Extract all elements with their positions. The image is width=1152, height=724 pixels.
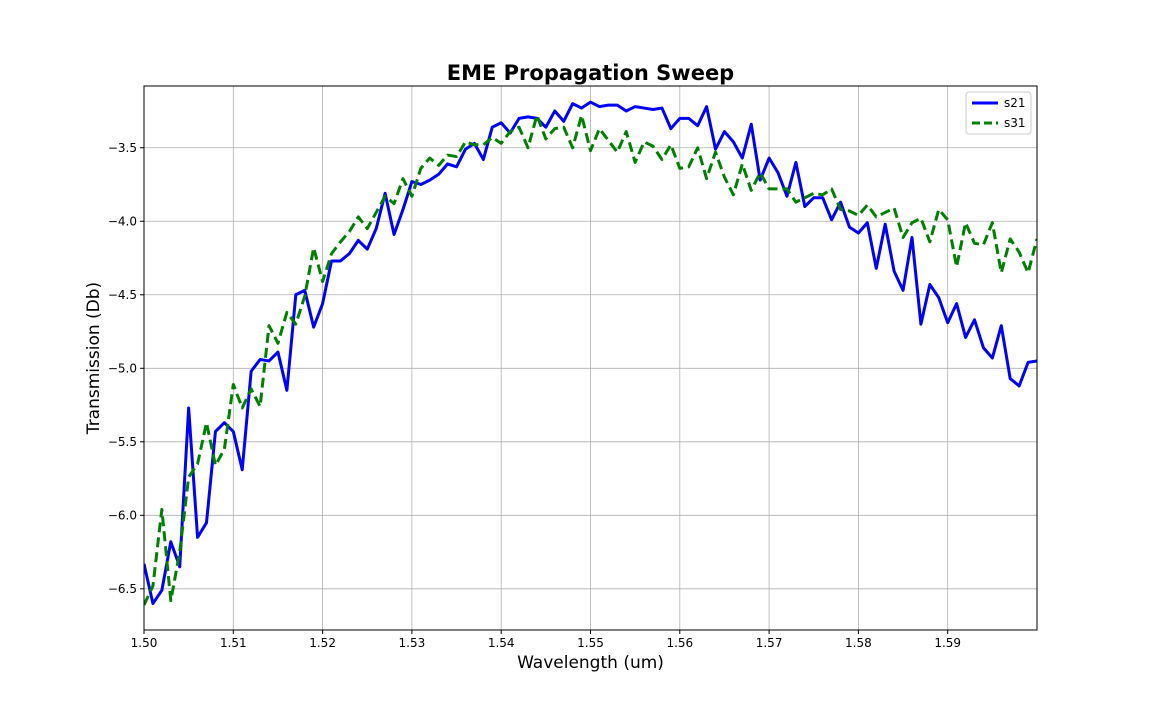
series-line-s31 [144,113,1037,606]
x-tick-label: 1.50 [131,636,158,650]
x-tick-label: 1.59 [934,636,961,650]
x-tick-label: 1.53 [399,636,426,650]
x-tick-label: 1.55 [577,636,604,650]
x-tick-label: 1.52 [309,636,336,650]
y-axis-label: Transmission (Db) [84,282,104,435]
x-tick-label: 1.58 [845,636,872,650]
legend: s21 s31 [965,91,1032,135]
y-tick-label: −6.5 [108,582,137,596]
series-layer [144,100,1037,606]
y-tick-label: −4.0 [108,214,137,228]
y-tick-label: −4.5 [108,288,137,302]
x-tick-label: 1.54 [488,636,515,650]
legend-label-s21: s21 [1004,96,1026,110]
y-tick-label: −3.5 [108,141,137,155]
y-tick-label: −5.0 [108,361,137,375]
x-tick-label: 1.56 [666,636,693,650]
chart-title: EME Propagation Sweep [447,61,734,85]
legend-label-s31: s31 [1004,116,1026,130]
y-tick-label: −6.0 [108,508,137,522]
x-tick-label: 1.51 [220,636,247,650]
x-tick-label: 1.57 [756,636,783,650]
series-line-s21 [144,100,1037,606]
x-axis-label: Wavelength (um) [517,653,664,673]
y-tick-label: −5.5 [108,435,137,449]
axis-ticks: 1.50 1.51 1.52 1.53 1.54 1.55 1.56 1.57 1.58 1.59… [108,141,961,650]
